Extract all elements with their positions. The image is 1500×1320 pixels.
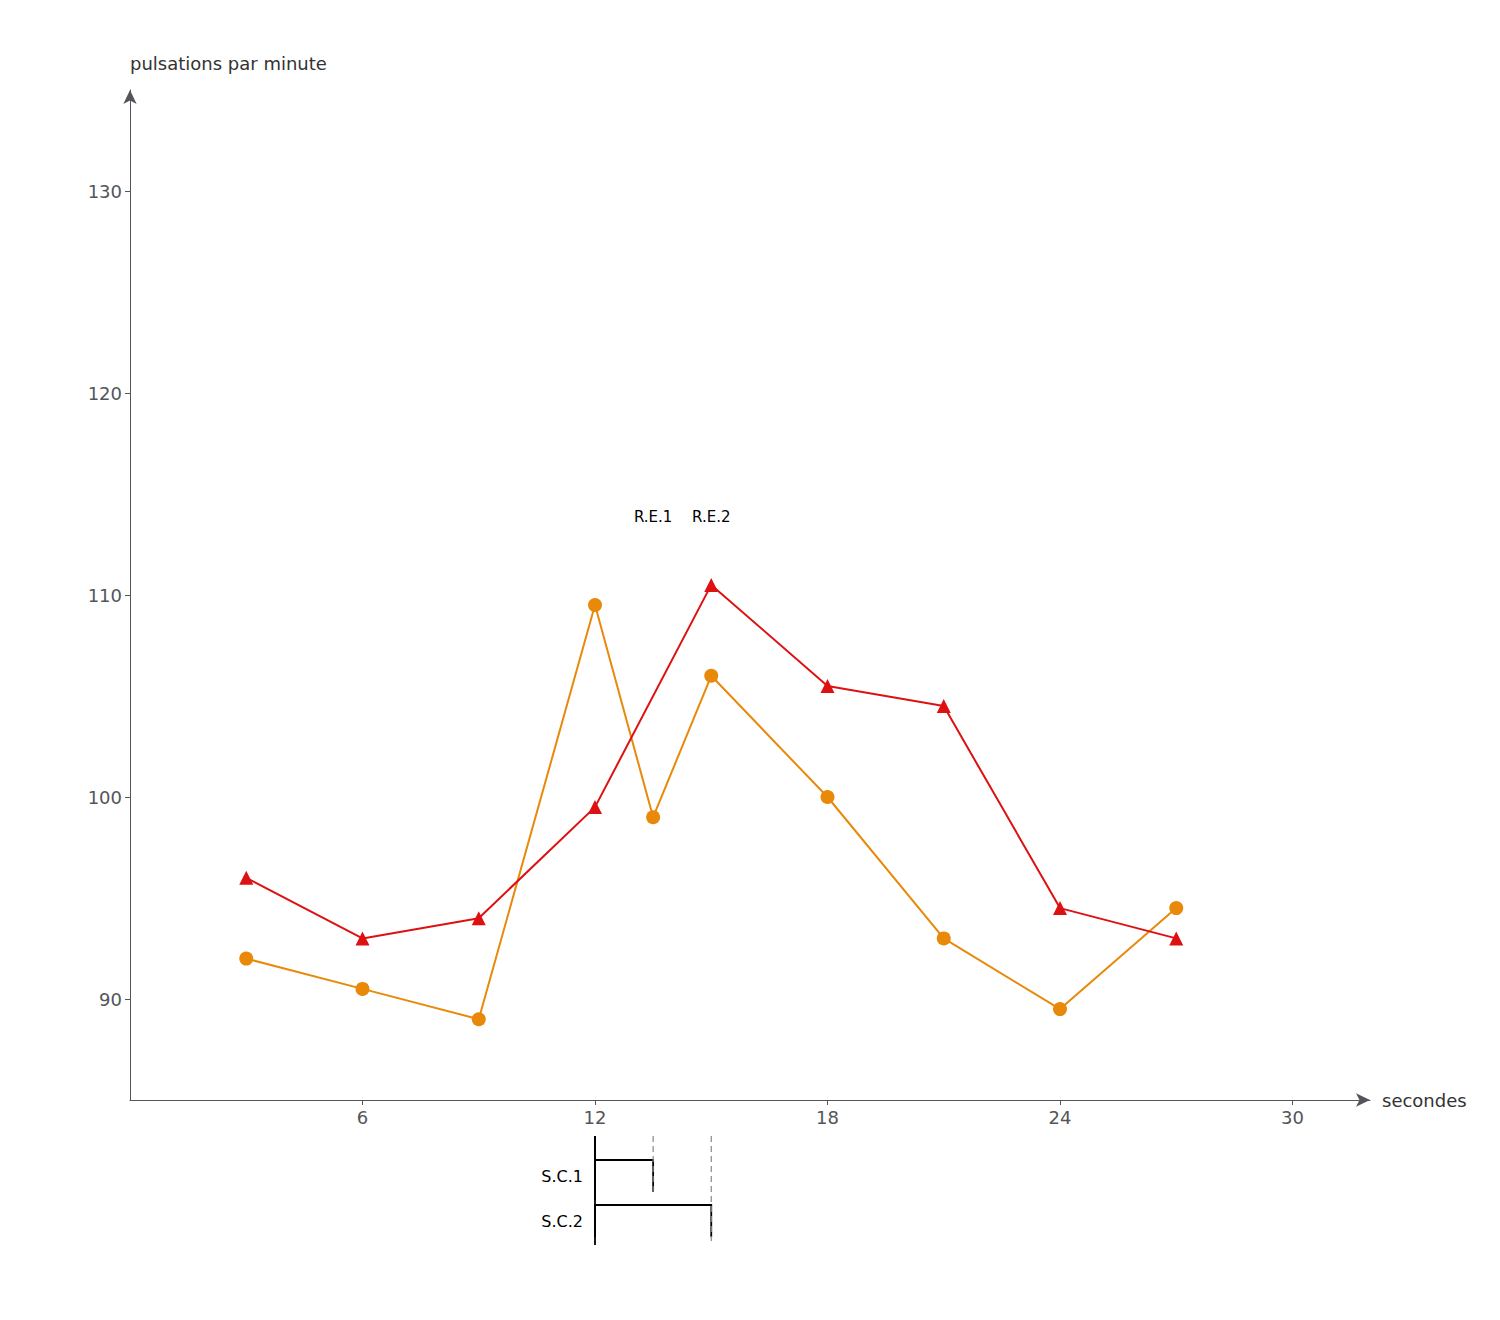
svg-text:24: 24 <box>1049 1107 1072 1128</box>
svg-text:18: 18 <box>816 1107 839 1128</box>
svg-text:12: 12 <box>584 1107 607 1128</box>
svg-text:30: 30 <box>1281 1107 1304 1128</box>
svg-text:120: 120 <box>88 383 122 404</box>
svg-text:90: 90 <box>99 989 122 1010</box>
svg-text:110: 110 <box>88 585 122 606</box>
svg-text:pulsations par minute: pulsations par minute <box>130 53 327 74</box>
svg-text:secondes: secondes <box>1382 1090 1467 1111</box>
svg-text:6: 6 <box>357 1107 368 1128</box>
svg-text:S.C.1: S.C.1 <box>541 1167 583 1186</box>
svg-text:130: 130 <box>88 181 122 202</box>
svg-text:S.C.2: S.C.2 <box>541 1212 583 1231</box>
svg-text:R.E.2: R.E.2 <box>692 508 730 526</box>
svg-text:R.E.1: R.E.1 <box>634 508 672 526</box>
svg-text:100: 100 <box>88 787 122 808</box>
